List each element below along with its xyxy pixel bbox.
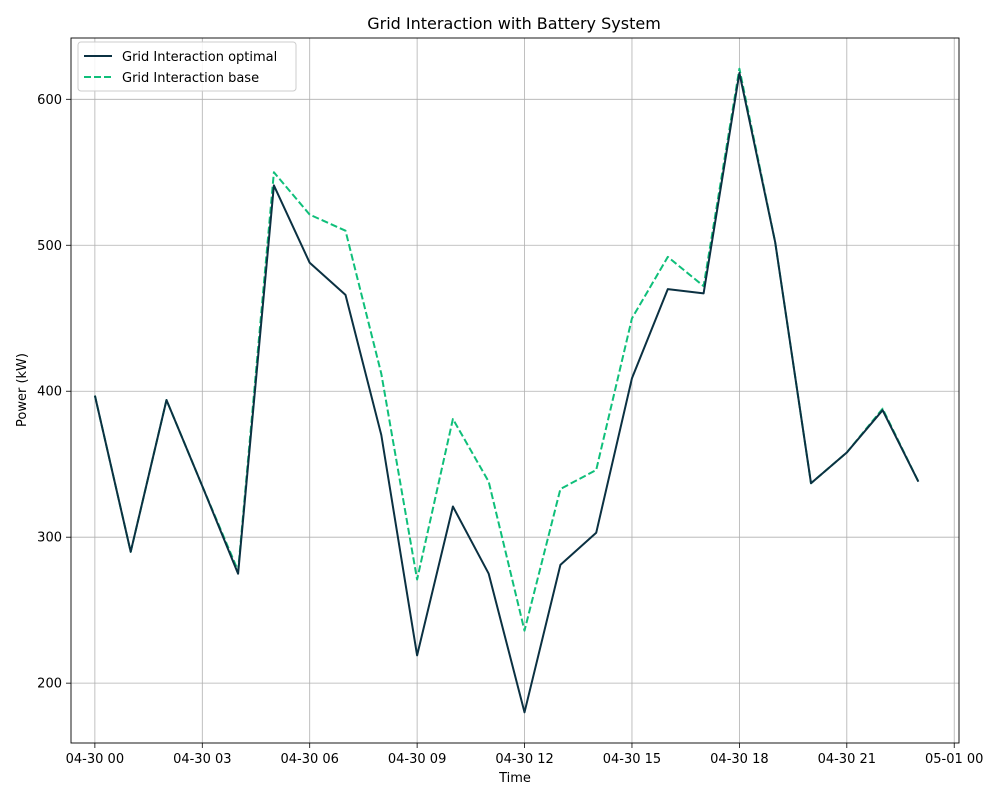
- y-axis-label: Power (kW): [15, 353, 30, 427]
- x-tick-label: 05-01 00: [925, 752, 983, 767]
- y-axis: 200 300 400 500 600: [37, 93, 71, 692]
- series-line-optimal: [93, 72, 920, 714]
- legend-frame: [77, 41, 297, 92]
- legend: Grid Interaction optimal Grid Interactio…: [77, 41, 297, 92]
- x-tick-label: 04-30 03: [173, 752, 231, 767]
- x-tick-label: 04-30 09: [388, 752, 446, 767]
- x-axis-label: Time: [498, 771, 531, 786]
- y-tick-label: 400: [37, 385, 62, 400]
- legend-label-optimal: Grid Interaction optimal: [122, 50, 277, 65]
- y-tick-label: 200: [37, 677, 62, 692]
- x-tick-label: 04-30 06: [280, 752, 338, 767]
- y-tick-label: 500: [37, 239, 62, 254]
- x-tick-label: 04-30 00: [66, 752, 124, 767]
- x-tick-label: 04-30 21: [818, 752, 876, 767]
- y-tick-label: 300: [37, 531, 62, 546]
- series-line-base: [93, 67, 920, 632]
- x-tick-label: 04-30 15: [603, 752, 661, 767]
- x-tick-label: 04-30 12: [495, 752, 553, 767]
- plot-frame: [70, 37, 960, 744]
- x-tick-label: 04-30 18: [710, 752, 768, 767]
- chart-title: Grid Interaction with Battery System: [367, 14, 661, 33]
- legend-label-base: Grid Interaction base: [122, 71, 259, 86]
- x-axis: 04-30 00 04-30 03 04-30 06 04-30 09 04-30 12…: [66, 743, 983, 767]
- y-tick-label: 600: [37, 93, 62, 108]
- series-lines: [93, 67, 920, 714]
- grid-lines: [71, 38, 959, 743]
